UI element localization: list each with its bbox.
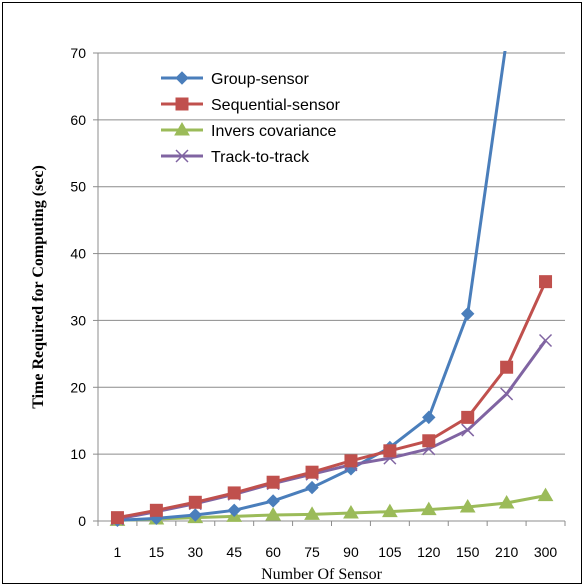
data-point bbox=[539, 275, 553, 289]
legend-label: Group-sensor bbox=[211, 71, 309, 88]
data-point bbox=[188, 495, 202, 509]
data-point bbox=[304, 506, 320, 520]
data-point bbox=[422, 410, 436, 425]
x-tick-label: 75 bbox=[304, 544, 320, 560]
data-point bbox=[498, 494, 515, 509]
gridlines bbox=[98, 52, 565, 455]
data-point bbox=[500, 360, 514, 374]
y-tick-label: 10 bbox=[70, 446, 86, 462]
x-tick-label: 45 bbox=[226, 544, 242, 560]
data-point bbox=[422, 434, 436, 448]
x-tick-label: 150 bbox=[456, 544, 480, 560]
x-tick-label: 60 bbox=[265, 544, 281, 560]
data-point bbox=[305, 480, 319, 495]
series-layer bbox=[109, 51, 554, 528]
legend-label: Invers covariance bbox=[211, 123, 336, 140]
data-point bbox=[175, 97, 189, 111]
data-point bbox=[537, 487, 554, 502]
x-tick-label: 15 bbox=[149, 544, 165, 560]
data-point bbox=[461, 423, 475, 437]
legend-item: Sequential-sensor bbox=[161, 97, 341, 114]
y-axis-title: Time Required for Computing (sec) bbox=[30, 165, 47, 409]
data-point bbox=[539, 333, 553, 348]
data-point bbox=[343, 504, 359, 519]
x-tick-label: 30 bbox=[188, 544, 204, 560]
series-invers-covariance bbox=[109, 487, 554, 526]
data-point bbox=[500, 387, 514, 401]
y-tick-label: 60 bbox=[70, 112, 86, 128]
data-point bbox=[227, 486, 241, 500]
line-chart: 0 10 20 30 40 50 60 70 1 15 30 45 60 75 90 105 120 150 210… bbox=[30, 45, 566, 583]
x-tick-label: 120 bbox=[417, 544, 441, 560]
y-tick-label: 20 bbox=[70, 379, 86, 395]
data-point bbox=[420, 501, 437, 516]
data-point bbox=[174, 122, 190, 136]
y-tick-label: 30 bbox=[70, 312, 86, 328]
data-point bbox=[188, 508, 202, 522]
series-line bbox=[117, 339, 547, 521]
legend-item: Track-to-track bbox=[161, 149, 310, 166]
x-axis-title: Number Of Sensor bbox=[261, 566, 383, 583]
axes: 0 10 20 30 40 50 60 70 1 15 30 45 60 75 90 105 120 150 210… bbox=[70, 45, 566, 560]
data-point bbox=[266, 475, 280, 489]
data-point bbox=[265, 506, 281, 521]
data-point-stroke bbox=[461, 423, 475, 437]
legend-item: Invers covariance bbox=[161, 122, 336, 140]
data-point bbox=[110, 511, 124, 525]
data-point bbox=[461, 307, 475, 321]
data-point bbox=[175, 149, 189, 163]
legend-label: Sequential-sensor bbox=[211, 97, 341, 114]
y-tick-label: 0 bbox=[78, 513, 86, 529]
series-track-to-track bbox=[110, 333, 553, 526]
data-point-stroke bbox=[539, 333, 553, 348]
data-point bbox=[305, 465, 319, 479]
data-point bbox=[382, 503, 398, 518]
data-point bbox=[175, 71, 189, 85]
x-tick-label: 105 bbox=[378, 544, 402, 560]
x-tick-label: 210 bbox=[495, 544, 519, 560]
series-line bbox=[117, 494, 546, 522]
legend-label: Track-to-track bbox=[211, 149, 310, 166]
chart-frame: 0 10 20 30 40 50 60 70 1 15 30 45 60 75 90 105 120 150 210… bbox=[2, 2, 582, 584]
data-point bbox=[461, 410, 475, 424]
legend: Group-sensor Sequential-sensor Invers cova… bbox=[161, 71, 341, 166]
y-tick-label: 50 bbox=[70, 179, 86, 195]
x-tick-label: 300 bbox=[534, 544, 558, 560]
data-point-stroke bbox=[175, 149, 189, 163]
series-sequential-sensor bbox=[110, 275, 553, 525]
x-tick-label: 1 bbox=[114, 544, 122, 560]
legend-item: Group-sensor bbox=[161, 71, 309, 88]
data-point bbox=[266, 494, 280, 508]
x-tick-label: 90 bbox=[343, 544, 359, 560]
series-line bbox=[117, 281, 547, 520]
data-point bbox=[227, 503, 241, 518]
data-point-stroke bbox=[500, 387, 514, 401]
y-tick-label: 40 bbox=[70, 246, 86, 262]
y-tick-label: 70 bbox=[70, 45, 86, 61]
data-point bbox=[344, 454, 358, 468]
data-point bbox=[383, 444, 397, 458]
data-point bbox=[149, 503, 163, 517]
data-point bbox=[459, 498, 476, 513]
